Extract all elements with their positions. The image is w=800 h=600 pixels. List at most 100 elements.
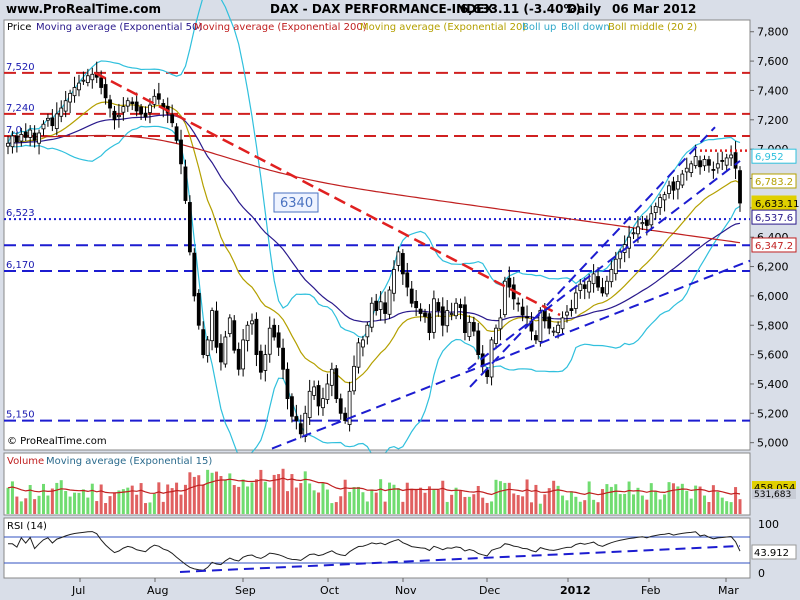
volume-bar xyxy=(77,492,81,514)
volume-bar xyxy=(609,486,613,514)
volume-bar xyxy=(148,502,152,514)
volume-ma-label: Moving average (Exponential 15) xyxy=(46,456,212,467)
y-tick-label: 7,200 xyxy=(757,114,789,127)
candle-body xyxy=(569,308,574,311)
volume-bar xyxy=(365,501,369,514)
volume-bar xyxy=(667,482,671,514)
candle-body xyxy=(125,100,130,107)
volume-bar xyxy=(157,482,161,514)
candle-body xyxy=(121,106,126,113)
candle-body xyxy=(729,154,734,159)
candle-body xyxy=(400,253,405,275)
candle-body xyxy=(471,322,476,332)
moving-averages xyxy=(7,101,741,384)
candle-body xyxy=(449,313,454,315)
candle-body xyxy=(507,277,512,288)
volume-bar xyxy=(334,502,338,514)
candle-body xyxy=(534,335,538,341)
volume-bar xyxy=(312,490,316,514)
candle-body xyxy=(378,301,383,310)
volume-bar xyxy=(73,492,77,514)
candle-body xyxy=(529,320,534,332)
candle-body xyxy=(196,292,201,326)
volume-bar xyxy=(569,491,573,514)
x-tick-label: Dec xyxy=(479,584,500,597)
volume-bar xyxy=(290,474,294,514)
candle-body xyxy=(498,317,503,330)
volume-bar xyxy=(711,485,715,514)
rsi-value: 43.912 xyxy=(754,548,789,559)
candle-body xyxy=(636,226,640,235)
volume-bar xyxy=(658,499,662,514)
candle-body xyxy=(250,320,254,325)
volume-bar xyxy=(529,502,533,514)
candle-body xyxy=(139,106,143,115)
rsi-label: RSI (14) xyxy=(7,521,47,532)
volume-bar xyxy=(90,483,94,514)
volume-bar xyxy=(348,491,352,514)
volume-bar xyxy=(41,483,45,514)
candle-body xyxy=(174,126,179,141)
candle-body xyxy=(338,398,343,414)
candle-body xyxy=(343,412,348,422)
volume-bar xyxy=(361,492,365,514)
candle-body xyxy=(232,320,237,351)
volume-bar xyxy=(538,503,542,514)
volume-bar xyxy=(472,494,476,514)
site-label[interactable]: www.ProRealTime.com xyxy=(6,2,161,16)
volume-bar xyxy=(130,485,134,514)
x-tick-label: Sep xyxy=(235,584,256,597)
rsi-panel[interactable] xyxy=(3,517,751,579)
volume-bar xyxy=(117,490,121,514)
volume-bar xyxy=(188,472,192,514)
rsi-trend-line xyxy=(179,545,741,573)
level-label: 7,240 xyxy=(6,103,35,114)
volume-bar xyxy=(645,499,649,514)
candle-body xyxy=(205,339,210,356)
volume-bar xyxy=(627,481,631,514)
x-tick-label: Nov xyxy=(395,584,417,597)
candle-body xyxy=(649,213,654,226)
downtrend-line xyxy=(94,71,561,317)
volume-bar xyxy=(237,486,241,514)
volume-label: Volume xyxy=(7,456,44,467)
candle-body xyxy=(445,310,450,327)
candle-body xyxy=(476,330,481,356)
volume-bar xyxy=(15,496,19,514)
candle-body xyxy=(538,310,543,342)
volume-bar xyxy=(197,475,201,514)
volume-bar xyxy=(206,469,210,514)
candle-body xyxy=(245,324,250,342)
price-panel[interactable] xyxy=(3,19,751,451)
candle-body xyxy=(582,284,587,289)
candle-body xyxy=(627,236,631,249)
y-tick-label: 5,600 xyxy=(757,349,789,362)
candle-body xyxy=(644,219,649,226)
x-tick-label: Mar xyxy=(718,584,739,597)
candle-body xyxy=(312,386,317,396)
volume-bar xyxy=(654,490,658,514)
candle-body xyxy=(303,412,308,437)
volume-bar xyxy=(59,480,63,514)
volume-bar xyxy=(281,468,285,514)
volume-bar xyxy=(64,491,68,514)
candle-body xyxy=(267,327,272,355)
level-label: 6,523 xyxy=(6,208,35,219)
candle-body xyxy=(329,368,334,386)
candle-body xyxy=(463,304,467,333)
volume-bar xyxy=(419,487,423,514)
volume-bar xyxy=(121,489,125,514)
candle-body xyxy=(59,107,64,117)
x-tick-label: Oct xyxy=(320,584,340,597)
volume-bar xyxy=(241,479,245,514)
candle-body xyxy=(290,396,294,417)
volume-bar xyxy=(126,487,130,514)
candle-body xyxy=(414,301,419,309)
candle-body xyxy=(702,159,707,167)
volume-bar xyxy=(308,483,312,514)
legend-ema50: Moving average (Exponential 50) xyxy=(36,22,202,33)
candle-body xyxy=(170,114,175,124)
candle-body xyxy=(325,383,330,400)
x-tick-label: Jul xyxy=(71,584,85,597)
candle-body xyxy=(542,310,547,322)
